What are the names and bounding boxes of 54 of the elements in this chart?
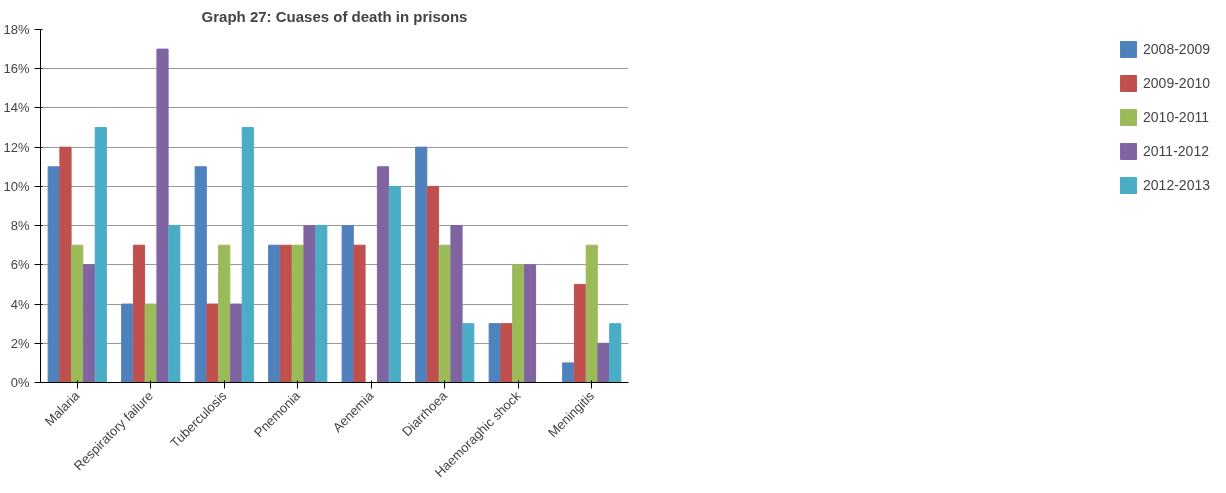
bar	[168, 225, 181, 383]
bar	[47, 166, 60, 383]
bar	[59, 146, 72, 383]
y-tick-label: 6%	[10, 257, 30, 273]
y-tick-label: 14%	[3, 100, 30, 116]
y-tick-label: 10%	[3, 178, 30, 194]
bar	[268, 244, 281, 383]
y-tick-label: 16%	[3, 61, 30, 77]
bar	[241, 127, 254, 383]
bar	[562, 362, 575, 383]
y-tick-label: 8%	[10, 218, 30, 234]
bar	[291, 244, 304, 383]
bar	[229, 303, 243, 383]
y-tick-label: 18%	[3, 22, 30, 37]
bar	[303, 225, 316, 383]
chart-title: Graph 27: Cuases of death in prisons	[201, 7, 468, 25]
bar	[609, 323, 622, 383]
bar	[71, 244, 84, 383]
bar	[450, 225, 463, 383]
bar	[218, 244, 231, 383]
bar	[353, 244, 366, 383]
bar	[121, 303, 134, 383]
bar	[82, 264, 96, 383]
y-tick-label: 2%	[10, 335, 30, 351]
bar	[376, 166, 390, 383]
y-tick-label: 12%	[3, 139, 30, 155]
bar	[315, 225, 328, 383]
bar	[156, 48, 169, 383]
bar	[573, 283, 587, 383]
y-tick-label: 4%	[10, 296, 30, 312]
bar	[279, 244, 293, 383]
bar	[206, 303, 219, 383]
bar	[194, 166, 207, 383]
legend-label: 2012-2013	[1143, 177, 1210, 193]
bar	[415, 146, 428, 383]
bar	[585, 244, 598, 383]
bar	[488, 323, 501, 383]
bar	[523, 264, 537, 383]
bar	[462, 323, 475, 383]
legend-label: 2009-2010	[1143, 75, 1210, 91]
bar	[438, 244, 451, 383]
bar	[132, 244, 146, 383]
legend-label: 2011-2012	[1143, 143, 1209, 159]
bar	[597, 342, 610, 383]
bar	[144, 303, 157, 383]
legend-label: 2010-2011	[1143, 109, 1209, 125]
bar	[426, 185, 440, 383]
bar	[500, 323, 513, 383]
y-tick-label: 0%	[10, 375, 30, 390]
bar	[341, 225, 354, 383]
bar	[512, 264, 525, 383]
bar	[388, 185, 401, 383]
legend-label: 2008-2009	[1143, 41, 1210, 57]
bar	[94, 127, 107, 383]
